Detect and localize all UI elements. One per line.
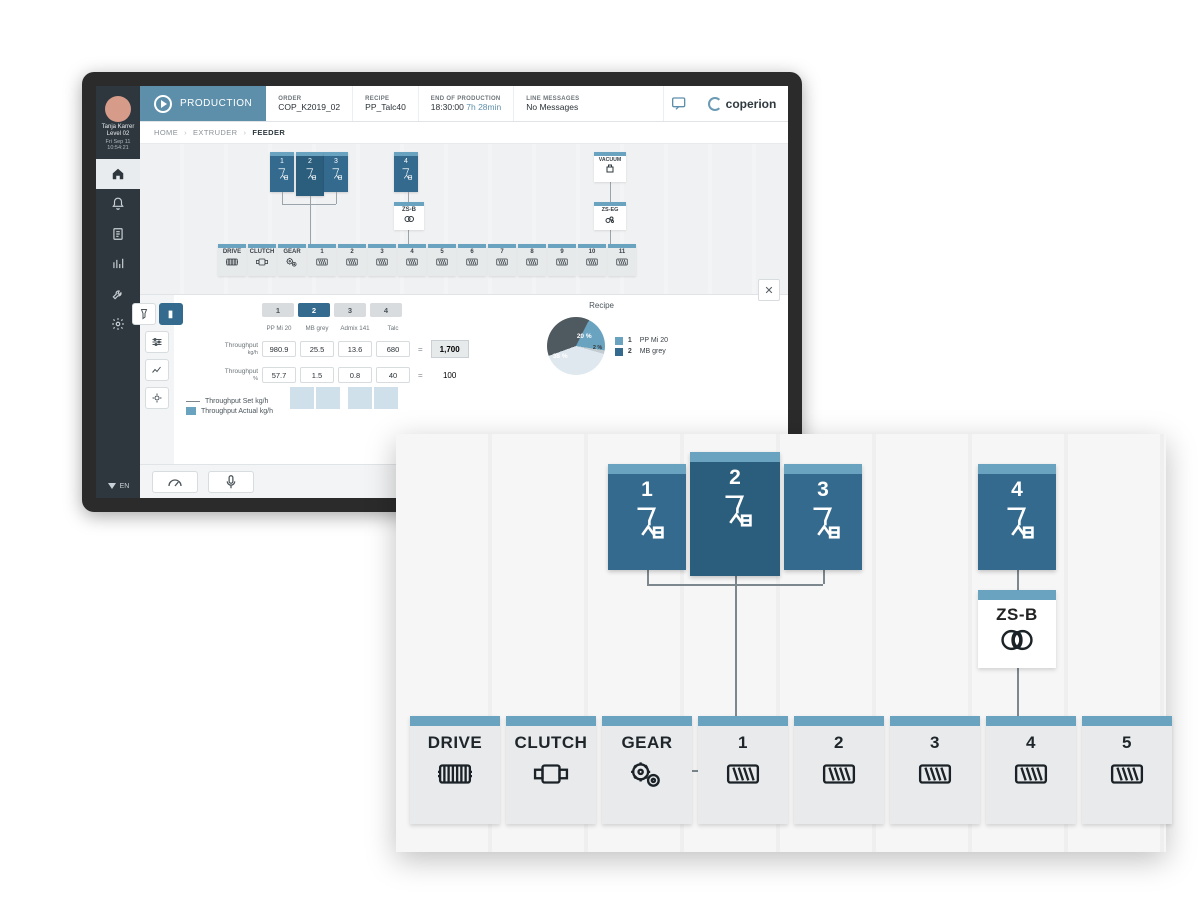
messages-cell: LINE MESSAGES No Messages bbox=[514, 86, 664, 121]
value-kgh[interactable]: 25.5 bbox=[300, 341, 334, 357]
throughput-pct-row: Throughput% 57.71.50.840 = 100 bbox=[186, 366, 776, 384]
zone-gear[interactable]: GEAR bbox=[602, 716, 692, 824]
feeder-1[interactable]: 1 bbox=[608, 464, 686, 570]
zone-mini-clutch[interactable]: CLUTCH bbox=[248, 244, 276, 276]
value-pct[interactable]: 57.7 bbox=[262, 367, 296, 383]
legend-item: 1PP Mi 20 bbox=[615, 337, 668, 345]
feeder-mini-1[interactable]: 1 bbox=[270, 152, 294, 192]
zone-mini-8[interactable]: 8 bbox=[518, 244, 546, 276]
zone-mini-gear[interactable]: GEAR bbox=[278, 244, 306, 276]
value-kgh[interactable]: 980.9 bbox=[262, 341, 296, 357]
feeder-3[interactable]: 3 bbox=[784, 464, 862, 570]
tool-sliders-icon[interactable] bbox=[145, 331, 169, 353]
zone-3[interactable]: 3 bbox=[890, 716, 980, 824]
vacuum-unit[interactable]: VACUUM bbox=[594, 152, 626, 182]
value-kgh[interactable]: 680 bbox=[376, 341, 410, 357]
zone-mini-4[interactable]: 4 bbox=[398, 244, 426, 276]
logo-arc-icon bbox=[708, 97, 722, 111]
app-sidebar: Tanja KarrerLevel 02 Fri Sep 1110:54:21 … bbox=[96, 86, 140, 498]
user-datetime: Fri Sep 1110:54:21 bbox=[106, 139, 131, 151]
value-pct[interactable]: 1.5 bbox=[300, 367, 334, 383]
throughput-kgh-row: Throughputkg/h 980.925.513.6680 = 1,700 bbox=[186, 340, 776, 358]
recipe-cell: RECIPE PP_Talc40 bbox=[353, 86, 419, 121]
col-header: PP Mi 20 bbox=[262, 325, 296, 332]
tab-feeder-3[interactable]: 3 bbox=[334, 303, 366, 317]
mic-button[interactable] bbox=[208, 471, 254, 493]
user-name: Tanja KarrerLevel 02 bbox=[102, 124, 135, 137]
value-pct[interactable]: 0.8 bbox=[338, 367, 372, 383]
crumb-extruder[interactable]: EXTRUDER bbox=[193, 128, 237, 137]
recipe-pie: 38 %20 %2 % 1PP Mi 202MB grey bbox=[547, 317, 668, 375]
zone-5[interactable]: 5 bbox=[1082, 716, 1172, 824]
zone-mini-9[interactable]: 9 bbox=[548, 244, 576, 276]
throughput-legend: Throughput Set kg/h Throughput Actual kg… bbox=[186, 398, 776, 415]
zone-2[interactable]: 2 bbox=[794, 716, 884, 824]
zone-mini-2[interactable]: 2 bbox=[338, 244, 366, 276]
zone-mini-11[interactable]: 11 bbox=[608, 244, 636, 276]
zone-clutch[interactable]: CLUTCH bbox=[506, 716, 596, 824]
zone-4[interactable]: 4 bbox=[986, 716, 1076, 824]
total-kgh: 1,700 bbox=[431, 340, 469, 358]
nav-alarms[interactable] bbox=[96, 189, 140, 219]
col-header: MB grey bbox=[300, 325, 334, 332]
tab-feeder-1[interactable]: 1 bbox=[262, 303, 294, 317]
nav-home[interactable] bbox=[96, 159, 140, 189]
zone-mini-7[interactable]: 7 bbox=[488, 244, 516, 276]
mode-indicator[interactable]: PRODUCTION bbox=[140, 86, 266, 121]
brand-logo: coperion bbox=[696, 86, 788, 121]
legend-item: 2MB grey bbox=[615, 348, 668, 356]
feeder-mini-3[interactable]: 3 bbox=[324, 152, 348, 192]
process-diagram-detail: 1234 ZS-B DRIVECLUTCHGEAR12345 bbox=[396, 434, 1166, 852]
feeder-2[interactable]: 2 bbox=[690, 452, 780, 576]
crumb-home[interactable]: HOME bbox=[154, 128, 178, 137]
nav-trends[interactable] bbox=[96, 249, 140, 279]
eop-cell: END OF PRODUCTION 18:30:00 7h 28min bbox=[419, 86, 514, 121]
play-icon bbox=[154, 95, 172, 113]
tab-feeder-2[interactable]: 2 bbox=[298, 303, 330, 317]
col-header: Admix 141 bbox=[338, 325, 372, 332]
zone-1[interactable]: 1 bbox=[698, 716, 788, 824]
zone-mini-5[interactable]: 5 bbox=[428, 244, 456, 276]
zsb-unit-mini[interactable]: ZS-B bbox=[394, 202, 424, 230]
crumb-feeder: FEEDER bbox=[252, 128, 285, 137]
zsb-unit[interactable]: ZS-B bbox=[978, 590, 1056, 668]
panel-toolbar: ▮ bbox=[140, 295, 174, 464]
throughput-bars bbox=[290, 387, 398, 409]
zone-mini-6[interactable]: 6 bbox=[458, 244, 486, 276]
zone-mini-1[interactable]: 1 bbox=[308, 244, 336, 276]
tool-config-icon[interactable] bbox=[145, 387, 169, 409]
zone-mini-drive[interactable]: DRIVE bbox=[218, 244, 246, 276]
zone-drive[interactable]: DRIVE bbox=[410, 716, 500, 824]
topbar: PRODUCTION ORDER COP_K2019_02 RECIPE PP_… bbox=[140, 86, 788, 122]
gauge-button[interactable] bbox=[152, 471, 198, 493]
nav-log[interactable] bbox=[96, 219, 140, 249]
tool-feed-icon[interactable] bbox=[132, 303, 156, 325]
value-kgh[interactable]: 13.6 bbox=[338, 341, 372, 357]
feeder-4[interactable]: 4 bbox=[978, 464, 1056, 570]
tab-feeder-4[interactable]: 4 bbox=[370, 303, 402, 317]
feeder-mini-4[interactable]: 4 bbox=[394, 152, 418, 192]
process-diagram-mini: 1234 VACUUM ZS-B ZS-EG DRIVECLUTCHGEAR1 bbox=[140, 144, 788, 294]
value-pct[interactable]: 40 bbox=[376, 367, 410, 383]
col-header: Talc bbox=[376, 325, 410, 332]
order-cell: ORDER COP_K2019_02 bbox=[266, 86, 353, 121]
feeder-tabs: 1234 bbox=[262, 303, 776, 317]
zone-mini-10[interactable]: 10 bbox=[578, 244, 606, 276]
total-pct: 100 bbox=[431, 366, 469, 384]
avatar[interactable] bbox=[105, 96, 131, 122]
zone-mini-3[interactable]: 3 bbox=[368, 244, 396, 276]
zseg-unit[interactable]: ZS-EG bbox=[594, 202, 626, 230]
feeder-mini-2[interactable]: 2 bbox=[296, 152, 324, 196]
language-selector[interactable]: EN bbox=[107, 482, 130, 490]
messages-icon[interactable] bbox=[664, 86, 696, 121]
recipe-title: Recipe bbox=[589, 301, 614, 310]
breadcrumb: HOME › EXTRUDER › FEEDER bbox=[140, 122, 788, 144]
tool-trend-icon[interactable] bbox=[145, 359, 169, 381]
